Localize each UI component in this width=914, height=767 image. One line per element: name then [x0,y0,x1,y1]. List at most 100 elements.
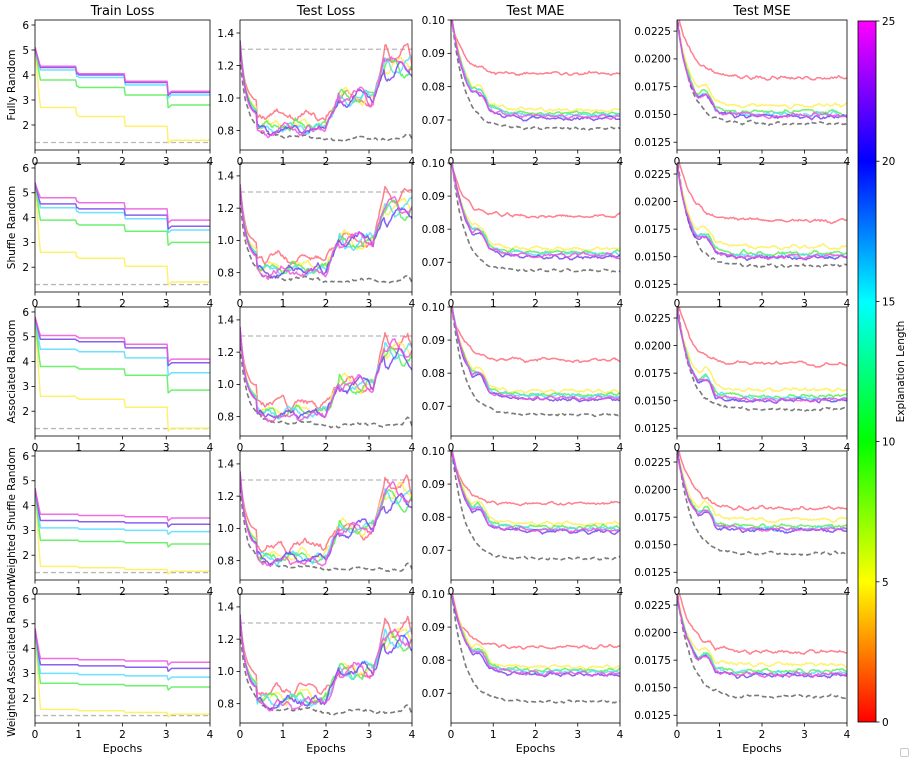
column-title: Train Loss [90,4,155,19]
y-tick-label: 0.0200 [634,627,671,639]
series-length-10 [35,182,210,246]
y-tick-label: 0.10 [422,446,445,458]
y-tick-label: 4 [22,500,29,512]
x-tick-label: 4 [409,442,416,454]
x-axis-label: Epochs [103,742,143,755]
x-tick-label: 4 [409,729,416,741]
y-tick-label: 0.07 [422,688,445,700]
series-length-24 [35,182,210,224]
series-length-5 [240,329,412,417]
x-tick-label: 2 [532,442,539,454]
x-tick-label: 2 [323,729,330,741]
x-tick-label: 4 [844,729,851,741]
series-length-2 [678,307,847,368]
x-tick-label: 0 [674,729,681,741]
x-tick-label: 1 [280,442,287,454]
series-group [35,488,210,575]
x-tick-label: 3 [366,298,373,310]
series-length-15 [240,471,412,566]
series-length-10 [451,163,620,256]
y-tick-label: 0.8 [217,411,234,423]
series-group [240,614,412,716]
x-tick-label: 0 [237,442,244,454]
y-tick-label: 0.8 [217,698,234,710]
baseline-series [451,307,620,418]
y-tick-label: 0.09 [422,191,445,203]
series-length-5 [451,20,620,113]
y-tick-label: 0.0125 [634,279,671,291]
baseline-series [451,451,620,561]
row-label: Weighted Associated Random [6,580,18,737]
y-tick-label: 0.09 [422,479,445,491]
colorbar-tick-label: 25 [882,16,895,28]
x-tick-label: 4 [617,586,624,598]
panel-r4-c3: 0.0125 0.0150 0.0175 0.0200 0.0225 0 1 2 3 4 Epoch… [634,593,851,755]
axes-frame [239,450,413,581]
x-axis-label: Epochs [306,742,346,755]
x-tick-label: 4 [844,586,851,598]
y-tick-label: 0.0125 [634,567,671,579]
x-tick-label: 3 [163,586,170,598]
series-group [451,163,620,273]
series-length-5 [35,182,210,286]
x-tick-label: 0 [32,729,39,741]
axes-frame [34,593,211,724]
axes-frame [239,162,413,293]
y-tick-label: 0.07 [422,401,445,413]
y-tick-label: 0.0200 [634,196,671,208]
x-tick-label: 1 [75,442,82,454]
series-length-20 [240,614,412,711]
series-group [451,451,620,561]
panel-r0-c0: 2 3 4 5 6 0 1 2 3 4 Train Loss [22,4,213,168]
series-length-24 [677,163,847,261]
series-length-24 [451,20,620,120]
series-length-15 [35,47,210,99]
x-tick-label: 4 [207,729,214,741]
series-length-15 [451,163,620,257]
series-length-10 [677,307,847,400]
y-tick-label: 1.2 [217,491,234,503]
y-tick-label: 6 [22,594,29,606]
axes-frame [676,162,848,293]
series-length-24 [240,42,412,139]
series-length-10 [240,614,412,705]
y-tick-label: 5 [22,188,29,200]
panel-r3-c0: 2 3 4 5 6 0 1 2 3 4 [22,450,214,598]
series-length-5 [35,488,210,575]
axes-frame [676,593,848,724]
y-tick-label: 0.09 [422,622,445,634]
x-tick-label: 3 [366,729,373,741]
x-tick-label: 2 [532,156,539,168]
series-length-5 [677,307,847,393]
series-length-24 [451,163,620,260]
axes-frame [676,306,848,437]
baseline-series [240,345,412,429]
x-tick-label: 1 [75,729,82,741]
series-length-20 [35,628,210,673]
series-length-5 [677,594,847,668]
x-tick-label: 2 [323,442,330,454]
x-tick-label: 3 [574,729,581,741]
series-group [677,594,847,700]
series-length-20 [35,488,210,528]
y-tick-label: 0.0150 [634,540,671,552]
series-length-24 [451,307,620,401]
y-tick-label: 0.07 [422,257,445,269]
series-length-24 [677,453,847,532]
x-tick-label: 1 [716,156,723,168]
axes-frame [34,450,211,581]
series-length-15 [35,628,210,681]
y-tick-label: 0.8 [217,125,234,137]
series-group [451,594,620,704]
x-tick-label: 3 [574,298,581,310]
y-tick-label: 0.0200 [634,340,671,352]
x-tick-label: 0 [448,729,455,741]
corner-checkbox[interactable] [900,748,909,757]
x-tick-label: 3 [366,586,373,598]
column-title: Test MSE [732,4,790,19]
x-tick-label: 3 [574,156,581,168]
y-tick-label: 6 [22,307,29,319]
row-label: Fully Random [6,50,18,121]
